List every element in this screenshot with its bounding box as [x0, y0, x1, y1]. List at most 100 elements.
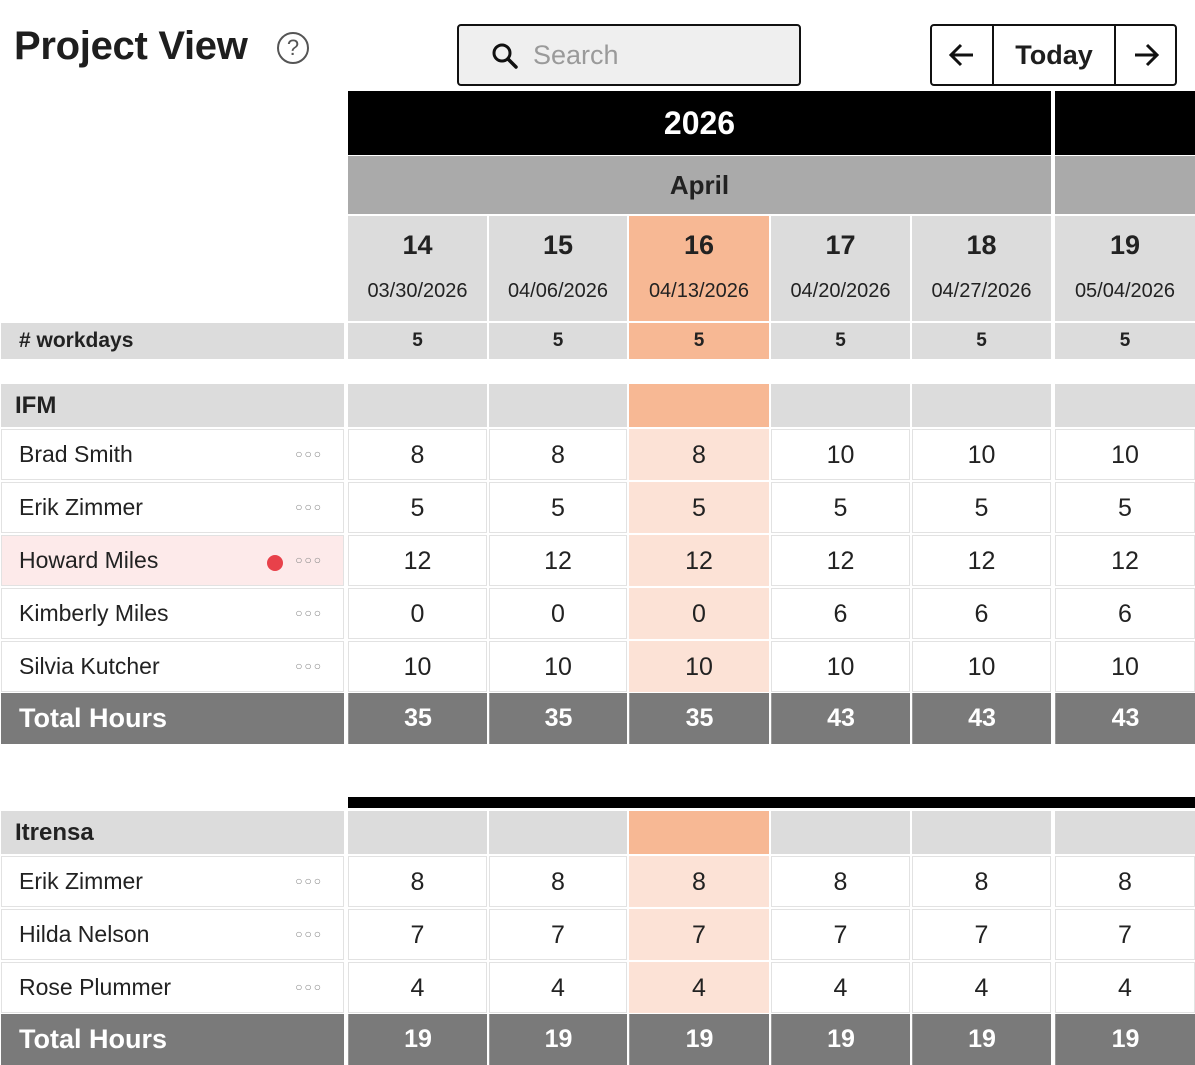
hours-cell[interactable]: 10 [629, 641, 769, 692]
month-header: April [348, 156, 1051, 214]
total-hours-cell: 35 [629, 693, 769, 744]
page-title: Project View [14, 24, 248, 68]
hours-cell[interactable]: 12 [348, 535, 487, 586]
week-header[interactable]: 19 05/04/2026 [1055, 216, 1195, 321]
hours-cell[interactable]: 8 [629, 856, 769, 907]
hours-cell[interactable]: 6 [1055, 588, 1195, 639]
hours-cell[interactable]: 7 [489, 909, 627, 960]
hours-cell[interactable]: 5 [912, 482, 1051, 533]
workdays-cell: 5 [1055, 323, 1195, 359]
total-hours-cell: 43 [771, 693, 910, 744]
resource-row-name[interactable]: Silvia Kutcher ○○○ [1, 641, 344, 692]
resource-row-name[interactable]: Erik Zimmer ○○○ [1, 482, 344, 533]
hours-cell[interactable]: 7 [348, 909, 487, 960]
workdays-cell: 5 [771, 323, 910, 359]
more-dots-icon[interactable]: ○○○ [295, 500, 323, 514]
hours-cell[interactable]: 4 [629, 962, 769, 1013]
hours-cell[interactable]: 6 [771, 588, 910, 639]
resource-row-name[interactable]: Howard Miles ○○○ [1, 535, 344, 586]
help-icon[interactable]: ? [277, 32, 309, 64]
hours-cell[interactable]: 8 [348, 856, 487, 907]
hours-cell[interactable]: 10 [1055, 641, 1195, 692]
week-start-date: 04/13/2026 [648, 280, 750, 302]
group-header-cell [771, 811, 910, 854]
hours-cell[interactable]: 0 [629, 588, 769, 639]
workdays-cell: 5 [629, 323, 769, 359]
total-hours-cell: 43 [1055, 693, 1195, 744]
hours-cell[interactable]: 12 [1055, 535, 1195, 586]
today-button[interactable]: Today [992, 24, 1116, 86]
hours-cell[interactable]: 4 [489, 962, 627, 1013]
hours-cell[interactable]: 12 [489, 535, 627, 586]
hours-cell[interactable]: 7 [771, 909, 910, 960]
search-box[interactable] [457, 24, 801, 86]
more-dots-icon[interactable]: ○○○ [295, 874, 323, 888]
hours-cell[interactable]: 7 [629, 909, 769, 960]
more-dots-icon[interactable]: ○○○ [295, 447, 323, 461]
hours-cell[interactable]: 7 [912, 909, 1051, 960]
resource-row-name[interactable]: Kimberly Miles ○○○ [1, 588, 344, 639]
hours-cell[interactable]: 10 [1055, 429, 1195, 480]
hours-cell[interactable]: 8 [912, 856, 1051, 907]
hours-cell[interactable]: 5 [771, 482, 910, 533]
hours-cell[interactable]: 4 [912, 962, 1051, 1013]
next-week-button[interactable] [1114, 24, 1177, 86]
workdays-cell: 5 [489, 323, 627, 359]
hours-cell[interactable]: 10 [348, 641, 487, 692]
hours-cell[interactable]: 12 [629, 535, 769, 586]
hours-cell[interactable]: 0 [348, 588, 487, 639]
more-dots-icon[interactable]: ○○○ [295, 659, 323, 673]
group-header-cell [912, 811, 1051, 854]
week-header[interactable]: 18 04/27/2026 [912, 216, 1051, 321]
hours-cell[interactable]: 12 [912, 535, 1051, 586]
hours-cell[interactable]: 8 [489, 429, 627, 480]
week-header[interactable]: 15 04/06/2026 [489, 216, 627, 321]
more-dots-icon[interactable]: ○○○ [295, 553, 323, 567]
resource-row-name[interactable]: Rose Plummer ○○○ [1, 962, 344, 1013]
search-input[interactable] [531, 34, 785, 76]
resource-row-name[interactable]: Brad Smith ○○○ [1, 429, 344, 480]
week-header[interactable]: 16 04/13/2026 [629, 216, 769, 321]
hours-cell[interactable]: 0 [489, 588, 627, 639]
group-name[interactable]: IFM [1, 384, 344, 427]
total-hours-cell: 19 [489, 1014, 627, 1065]
hours-cell[interactable]: 4 [771, 962, 910, 1013]
resource-row-name[interactable]: Hilda Nelson ○○○ [1, 909, 344, 960]
hours-cell[interactable]: 10 [771, 641, 910, 692]
more-dots-icon[interactable]: ○○○ [295, 927, 323, 941]
hours-cell[interactable]: 8 [629, 429, 769, 480]
hours-cell[interactable]: 10 [771, 429, 910, 480]
hours-cell[interactable]: 4 [1055, 962, 1195, 1013]
week-header[interactable]: 17 04/20/2026 [771, 216, 910, 321]
hours-cell[interactable]: 12 [771, 535, 910, 586]
hours-cell[interactable]: 5 [1055, 482, 1195, 533]
prev-week-button[interactable] [930, 24, 994, 86]
hours-cell[interactable]: 10 [912, 429, 1051, 480]
group-name[interactable]: Itrensa [1, 811, 344, 854]
total-hours-cell: 43 [912, 693, 1051, 744]
group-header-cell [489, 811, 627, 854]
hours-cell[interactable]: 8 [1055, 856, 1195, 907]
more-dots-icon[interactable]: ○○○ [295, 606, 323, 620]
hours-cell[interactable]: 10 [912, 641, 1051, 692]
group-header-cell [629, 384, 769, 427]
hours-cell[interactable]: 4 [348, 962, 487, 1013]
arrow-left-icon [948, 43, 973, 67]
more-dots-icon[interactable]: ○○○ [295, 980, 323, 994]
hours-cell[interactable]: 5 [348, 482, 487, 533]
week-number: 14 [402, 230, 433, 260]
group-header-cell [348, 384, 487, 427]
hours-cell[interactable]: 5 [489, 482, 627, 533]
group-header-cell [629, 811, 769, 854]
hours-cell[interactable]: 10 [489, 641, 627, 692]
hours-cell[interactable]: 6 [912, 588, 1051, 639]
hours-cell[interactable]: 8 [489, 856, 627, 907]
hours-cell[interactable]: 5 [629, 482, 769, 533]
week-start-date: 04/20/2026 [790, 280, 891, 302]
week-number: 17 [825, 230, 856, 260]
resource-row-name[interactable]: Erik Zimmer ○○○ [1, 856, 344, 907]
hours-cell[interactable]: 7 [1055, 909, 1195, 960]
week-header[interactable]: 14 03/30/2026 [348, 216, 487, 321]
hours-cell[interactable]: 8 [348, 429, 487, 480]
hours-cell[interactable]: 8 [771, 856, 910, 907]
